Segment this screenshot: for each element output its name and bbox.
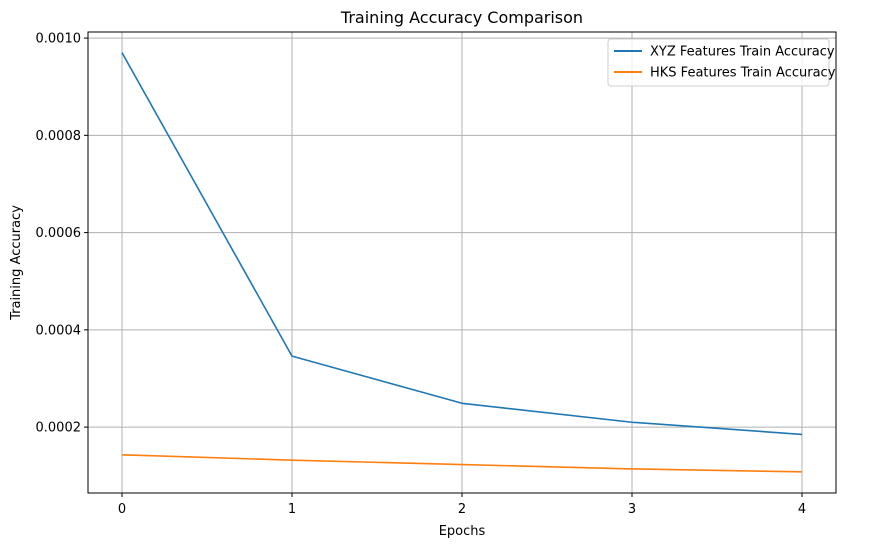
y-tick-label: 0.0002 xyxy=(36,421,82,436)
legend: XYZ Features Train Accuracy HKS Features… xyxy=(607,38,836,87)
legend-label-xyz: XYZ Features Train Accuracy xyxy=(650,45,835,60)
ticks: 0 1 2 3 4 0.0002 0.0004 0.0006 0.0008 0.0010 xyxy=(36,32,807,517)
legend-label-hks: HKS Features Train Accuracy xyxy=(650,66,836,81)
x-tick-label: 2 xyxy=(458,502,466,517)
x-axis-label: Epochs xyxy=(439,524,486,539)
y-tick-label: 0.0004 xyxy=(36,323,82,338)
legend-box xyxy=(607,38,830,87)
y-tick-label: 0.0008 xyxy=(36,129,82,144)
x-tick-label: 1 xyxy=(288,502,296,517)
chart-title: Training Accuracy Comparison xyxy=(340,8,583,27)
y-tick-label: 0.0006 xyxy=(36,226,82,241)
x-tick-label: 4 xyxy=(798,502,806,517)
x-tick-label: 3 xyxy=(628,502,636,517)
y-tick-label: 0.0010 xyxy=(36,32,82,47)
y-axis-label: Training Accuracy xyxy=(9,205,24,321)
x-tick-label: 0 xyxy=(118,502,126,517)
series-layer xyxy=(121,52,803,473)
grid xyxy=(88,32,836,493)
